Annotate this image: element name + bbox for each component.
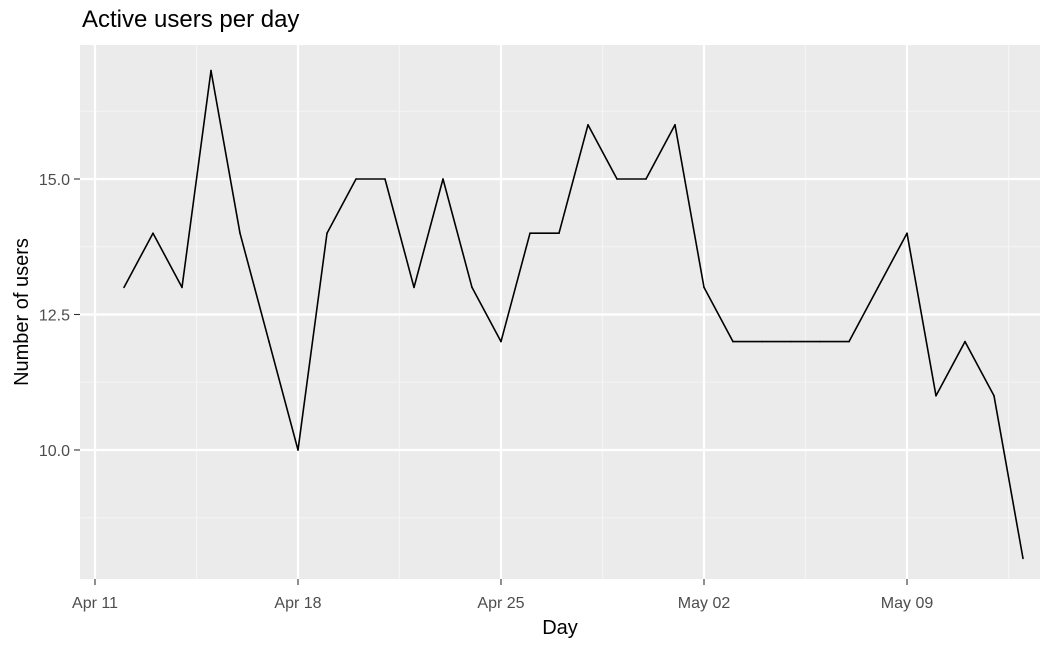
data-point: [152, 232, 154, 234]
data-point: [558, 232, 560, 234]
data-point: [210, 69, 212, 72]
x-axis-title: Day: [542, 617, 578, 639]
data-point: [645, 178, 647, 180]
data-point: [471, 286, 473, 289]
data-point: [500, 340, 502, 343]
y-tick-label: 15.0: [39, 172, 70, 189]
data-point: [1022, 557, 1024, 560]
data-point: [587, 124, 589, 126]
panel-background: [80, 45, 1040, 579]
x-tick-label: May 02: [678, 595, 731, 612]
x-tick-label: May 09: [881, 595, 934, 612]
data-point: [761, 340, 763, 343]
data-point: [732, 340, 734, 343]
chart-title: Active users per day: [82, 6, 300, 33]
data-point: [529, 232, 531, 234]
y-axis-title: Number of users: [11, 238, 33, 386]
data-point: [848, 340, 850, 343]
x-tick-label: Apr 11: [72, 595, 118, 612]
data-point: [181, 286, 183, 289]
data-point: [239, 232, 241, 234]
data-point: [993, 395, 995, 397]
data-point: [906, 232, 908, 234]
data-point: [442, 178, 444, 180]
data-point: [674, 124, 676, 126]
y-tick-label: 10.0: [39, 443, 70, 460]
data-point: [877, 286, 879, 289]
data-point: [964, 340, 966, 343]
data-point: [297, 449, 299, 451]
y-tick-label: 12.5: [39, 308, 70, 325]
data-point: [413, 286, 415, 289]
series-line-0: [123, 69, 1024, 559]
data-point: [703, 286, 705, 289]
data-point: [616, 178, 618, 180]
data-point: [790, 340, 792, 343]
data-point: [326, 232, 328, 234]
data-point: [123, 286, 125, 289]
data-point: [384, 178, 386, 180]
data-point: [819, 340, 821, 343]
data-point: [355, 178, 357, 180]
data-point: [935, 395, 937, 397]
data-point: [268, 340, 270, 343]
x-tick-label: Apr 18: [274, 595, 321, 612]
x-tick-label: Apr 25: [477, 595, 524, 612]
